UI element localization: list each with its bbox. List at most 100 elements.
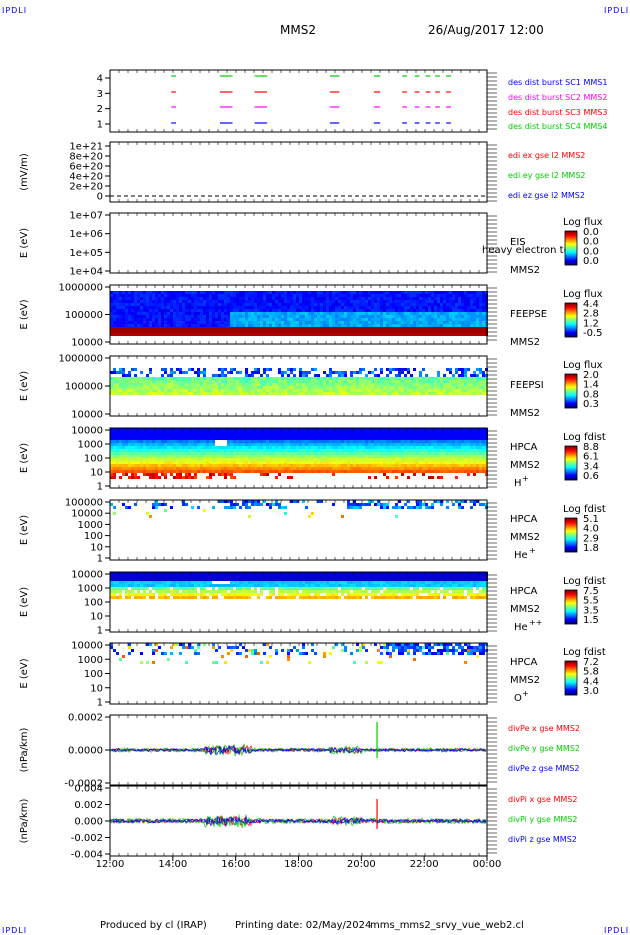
ytick-label-eis-3: 1e+04: [69, 267, 103, 278]
ytick-label-hpca_he2-4: 1: [97, 626, 103, 637]
legend-burst-2: des dist burst SC3 MMS3: [508, 108, 607, 117]
ytick-label-hpca_o-2: 100: [84, 669, 103, 680]
colorbar-tick-feepsi-3: 0.3: [583, 399, 599, 410]
panel-feepsi-content: [110, 368, 488, 395]
ytick-label-divpi-0: 0.004: [74, 784, 103, 795]
colorbar-eis: [565, 231, 577, 265]
ytick-label-divpi-2: 0.000: [74, 817, 103, 828]
xtick-label-3: 18:00: [284, 859, 313, 870]
panel-divpe-content: [110, 722, 486, 758]
ylabel-feepse: E (eV): [19, 299, 30, 329]
ytick-label-divpi-1: 0.002: [74, 800, 103, 811]
ytick-label-hpca_o-1: 1000: [78, 655, 103, 666]
label2-feepse: MMS2: [510, 337, 540, 348]
label2-hpca_h: MMS2: [510, 460, 540, 471]
ytick-label-eis-1: 1e+06: [69, 229, 103, 240]
ylabel-hpca_o: E (eV): [19, 658, 30, 688]
label1-hpca_he1: HPCA: [510, 514, 538, 525]
footer-filename: mms_mms2_srvy_vue_web2.cl: [370, 920, 524, 931]
label1-feepsi: FEEPSI: [510, 380, 544, 391]
ytick-label-hpca_o-4: 1: [97, 698, 103, 709]
ytick-label-hpca_h-2: 100: [84, 454, 103, 465]
legend-edi-0: edi ex gse l2 MMS2: [508, 151, 585, 160]
legend-divpe-0: divPe x gse MMS2: [508, 724, 580, 733]
panel-hpca_h-content: [110, 428, 488, 479]
colorbar-tick-hpca_o-3: 3.0: [583, 686, 599, 697]
ytick-label-burst-1: 2: [97, 104, 103, 115]
panel-burst-content: [171, 76, 451, 123]
panel-divpi-content: [110, 799, 486, 829]
ytick-label-hpca_he1-5: 1: [97, 554, 103, 565]
panel-divpi: 0.0040.0020.000-0.002-0.004(nPa/km)divPi…: [19, 784, 577, 861]
ytick-label-divpe-0: 0.0002: [68, 713, 103, 724]
xtick-label-0: 12:00: [96, 859, 125, 870]
panel-edi-frame: [110, 142, 487, 202]
ylabel-hpca_he2: E (eV): [19, 587, 30, 617]
legend-edi-1: edi ey gse l2 MMS2: [508, 171, 586, 180]
ytick-label-hpca_he2-1: 1000: [78, 584, 103, 595]
legend-burst-1: des dist burst SC2 MMS2: [508, 93, 607, 102]
xtick-label-1: 14:00: [158, 859, 187, 870]
label2-hpca_o: MMS2: [510, 675, 540, 686]
ytick-label-hpca_he1-3: 100: [84, 531, 103, 542]
ylabel-divpe: (nPa/km): [19, 728, 30, 773]
legend-divpe-1: divPe y gse MMS2: [508, 744, 580, 753]
label1-hpca_o: HPCA: [510, 657, 538, 668]
footer-produced-by: Produced by cl (IRAP): [100, 920, 207, 931]
label1-hpca_he2: HPCA: [510, 586, 538, 597]
colorbar-tick-hpca_he1-3: 1.8: [583, 543, 599, 554]
colorbar-hpca_he1: [565, 518, 577, 552]
panel-hpca_o-content: [110, 643, 488, 664]
label2-feepsi: MMS2: [510, 408, 540, 419]
colorbar-feepse: [565, 303, 577, 337]
ytick-label-feepsi-0: 1000000: [58, 354, 103, 365]
ytick-label-hpca_h-3: 10: [90, 468, 103, 479]
ytick-label-eis-0: 1e+07: [69, 211, 103, 222]
legend-divpe-2: divPe z gse MMS2: [508, 764, 579, 773]
charge-hpca_h: +: [522, 474, 529, 483]
label2-hpca_he1: MMS2: [510, 532, 540, 543]
ytick-label-divpi-3: -0.002: [71, 833, 103, 844]
label-overlap-eis: heavy electron tof: [482, 245, 574, 256]
species-hpca_o: O: [514, 693, 522, 704]
ytick-label-hpca_he2-3: 10: [90, 612, 103, 623]
ylabel-eis: E (eV): [19, 228, 30, 258]
ytick-label-eis-2: 1e+05: [69, 248, 103, 259]
label1-hpca_h: HPCA: [510, 442, 538, 453]
colorbar-hpca_he2: [565, 590, 577, 624]
ytick-label-hpca_h-4: 1: [97, 482, 103, 493]
ytick-label-divpe-1: 0.0000: [68, 746, 103, 757]
trace-divpi-3: [110, 816, 486, 826]
ylabel-hpca_he1: E (eV): [19, 515, 30, 545]
charge-hpca_o: +: [522, 689, 529, 698]
xtick-label-6: 00:00: [473, 859, 502, 870]
label2-eis: MMS2: [510, 265, 540, 276]
ytick-label-burst-3: 4: [97, 74, 103, 85]
panel-eis-frame: [110, 213, 487, 273]
legend-edi-2: edi ez gse l2 MMS2: [508, 191, 585, 200]
legend-divpi-1: divPi y gse MMS2: [508, 815, 577, 824]
ytick-label-edi-5: 0: [97, 192, 103, 203]
legend-burst-0: des dist burst SC1 MMS1: [508, 78, 607, 87]
xtick-label-2: 16:00: [221, 859, 250, 870]
footer-printing-date: Printing date: 02/May/2024: [235, 920, 371, 931]
colorbar-tick-eis-3: 0.0: [583, 256, 599, 267]
xtick-label-4: 20:00: [347, 859, 376, 870]
label1-feepse: FEEPSE: [510, 309, 547, 320]
ytick-label-feepsi-2: 10000: [71, 410, 103, 421]
ylabel-edi: (mV/m): [19, 153, 30, 191]
ytick-label-feepse-1: 100000: [65, 310, 103, 321]
ylabel-divpi: (nPa/km): [19, 799, 30, 844]
ytick-label-feepsi-1: 100000: [65, 382, 103, 393]
ytick-label-hpca_o-0: 10000: [71, 641, 103, 652]
